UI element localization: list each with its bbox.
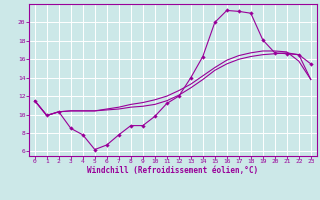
X-axis label: Windchill (Refroidissement éolien,°C): Windchill (Refroidissement éolien,°C) xyxy=(87,166,258,175)
